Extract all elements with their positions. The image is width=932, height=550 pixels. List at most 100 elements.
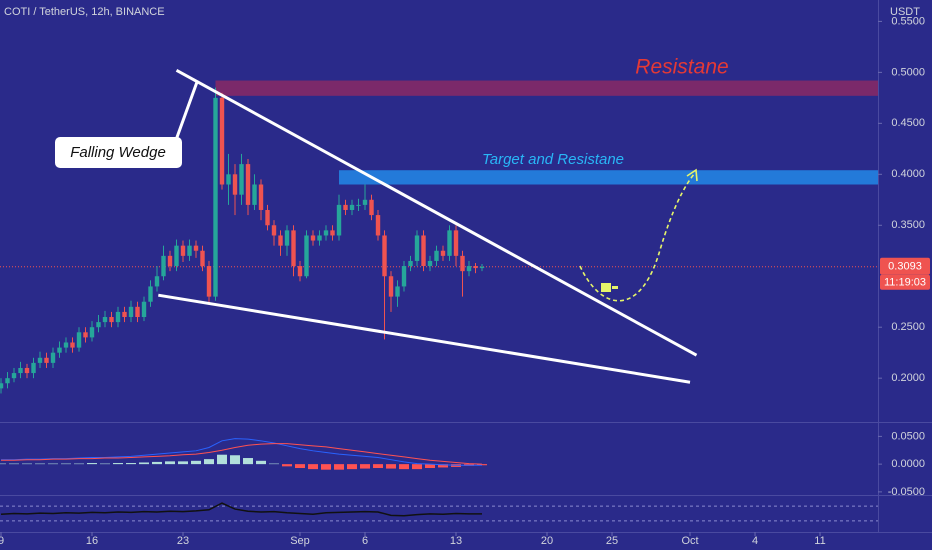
y-tick-label: 0.4500: [891, 117, 925, 129]
candle-body: [213, 97, 218, 297]
y-tick-label: 0.5000: [891, 66, 925, 78]
candle-body: [167, 255, 173, 267]
candle-body: [245, 164, 251, 205]
macd-histogram-bar: [113, 463, 124, 465]
candle-body: [271, 225, 277, 236]
candle-body: [297, 266, 303, 277]
macd-histogram-bar: [61, 463, 72, 465]
candle-body: [89, 327, 95, 338]
macd-histogram-bar: [412, 464, 423, 470]
candle-body: [265, 209, 270, 226]
y-tick-label: 0.4000: [891, 168, 925, 180]
last-price-box: [880, 257, 930, 275]
plot: 0.5500 0.5000 0.4500 0.4000 0.3500 0.2500 0.20…: [0, 15, 930, 547]
x-tick-label: Sep: [290, 535, 310, 547]
zone-label: Target and Resistane: [482, 151, 624, 168]
macd-histogram-bar: [204, 459, 215, 465]
candle-body: [122, 311, 127, 318]
macd-histogram-bar: [321, 464, 332, 470]
callout-box: [55, 137, 182, 168]
candle-body: [414, 235, 420, 261]
x-tick-label: 9: [0, 535, 4, 547]
macd-histogram-bar: [373, 464, 384, 469]
macd-histogram-bar: [308, 464, 319, 470]
zone: [339, 170, 879, 185]
candle-body: [460, 255, 465, 272]
macd-line: [1, 438, 483, 466]
macd-histogram-bar: [74, 463, 85, 465]
x-tick-label: 13: [450, 535, 462, 547]
macd-histogram-bar: [477, 464, 488, 466]
candle-body: [258, 184, 264, 210]
candle-body: [369, 199, 374, 216]
macd-histogram-bar: [191, 460, 202, 465]
candle-body: [135, 306, 140, 318]
candle-body: [174, 245, 179, 267]
candle-body: [37, 357, 43, 363]
y-tick-label: 0.5500: [891, 15, 925, 27]
macd-histogram-bar: [178, 461, 189, 465]
x-tick-label: 11: [814, 535, 825, 547]
macd-histogram-bar: [360, 464, 371, 469]
candle-body: [161, 255, 166, 277]
zones: [215, 80, 879, 185]
candle-body: [148, 286, 153, 302]
candle-body: [232, 174, 238, 195]
candle-body: [473, 266, 478, 269]
candle-body: [70, 342, 75, 348]
candle-body: [278, 235, 283, 246]
candle-body: [102, 317, 108, 323]
macd-histogram-bar: [152, 461, 163, 465]
candle-body: [317, 235, 322, 241]
candle-body: [434, 250, 439, 261]
macd-histogram-bar: [438, 464, 449, 468]
macd-histogram-bar: [282, 464, 293, 467]
zone-label: Resistane: [635, 56, 728, 79]
candle-body: [96, 322, 101, 328]
candle-body: [388, 276, 394, 297]
candle-body: [323, 230, 329, 236]
y-tick-label: 0.2500: [891, 321, 925, 333]
candle-body: [187, 245, 192, 256]
candle-body: [83, 332, 88, 338]
rsi-line: [0, 502, 483, 517]
x-tick-label: 4: [752, 535, 758, 547]
candle-body: [453, 230, 459, 256]
wedge-line: [175, 69, 698, 357]
candle-body: [310, 235, 316, 241]
candle-body: [330, 230, 335, 236]
macd-tick-label: -0.0500: [888, 486, 925, 498]
candle-body: [421, 235, 426, 267]
macd-histogram-bar: [0, 463, 7, 465]
candle-body: [408, 260, 413, 267]
macd-histogram-bar: [87, 463, 98, 465]
candle-body: [200, 250, 205, 267]
candle-body: [466, 266, 472, 272]
macd-histogram-bar: [386, 464, 397, 469]
currency-label: USDT: [890, 6, 920, 18]
candle-body: [382, 235, 387, 277]
candle-body: [206, 266, 212, 297]
macd-tick-label: 0.0000: [891, 458, 925, 470]
candle-body: [141, 301, 147, 318]
countdown-box: [880, 274, 930, 290]
macd-histogram-bar: [139, 462, 150, 465]
chart-title: COTI / TetherUS, 12h, BINANCE: [4, 6, 165, 18]
macd-histogram-bar: [269, 463, 280, 465]
x-tick-label: 23: [177, 535, 189, 547]
candle-body: [193, 245, 199, 251]
x-tick-label: 16: [86, 535, 98, 547]
y-tick-label: 0.2000: [891, 372, 925, 384]
macd-histogram-bar: [217, 454, 228, 465]
last-price-label: 0.3093: [888, 261, 922, 273]
marker-icon: [612, 286, 618, 289]
candle-body: [0, 383, 4, 389]
zone: [215, 80, 878, 96]
candle-body: [239, 164, 244, 195]
macd-histogram-bar: [165, 461, 176, 465]
x-tick-label: 20: [541, 535, 553, 547]
candle-body: [336, 204, 342, 236]
candle-body: [109, 317, 114, 323]
candle-body: [219, 97, 225, 185]
candle-body: [304, 235, 309, 277]
